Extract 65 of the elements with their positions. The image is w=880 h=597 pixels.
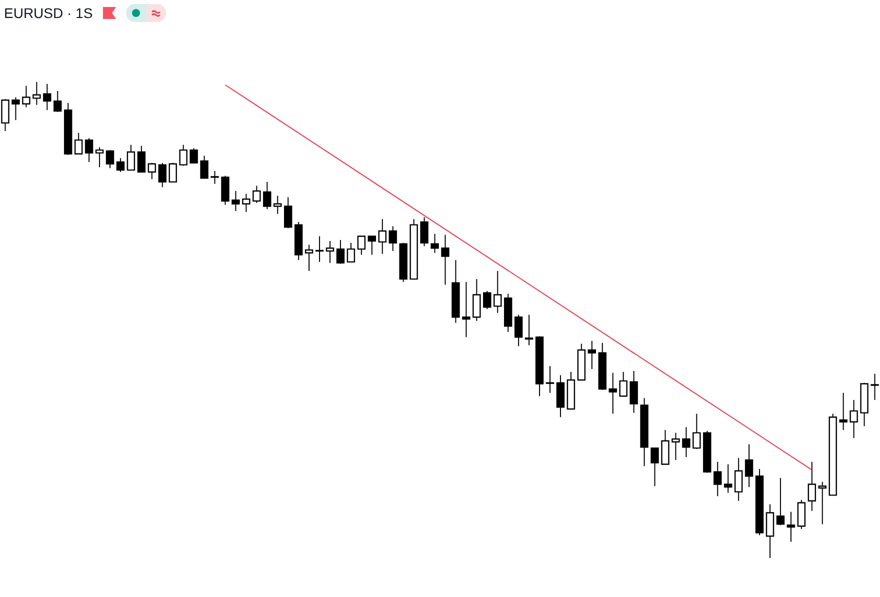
candlestick [263,181,272,210]
candlestick [661,429,670,465]
candlestick [797,499,806,530]
candlestick [850,399,858,439]
candlestick [336,240,345,264]
candlestick [744,444,754,488]
candlestick [494,270,502,314]
candlestick [420,216,428,247]
candlestick [472,278,481,322]
candlestick [304,244,314,272]
candlestick [441,234,450,286]
candlestick [74,132,83,154]
candlestick [483,290,492,310]
candlestick [200,155,208,179]
candlestick [54,90,62,112]
candlestick [546,366,554,394]
candlestick [346,242,356,263]
chart-title: EURUSD · 1S [4,5,93,21]
candlestick [274,195,282,214]
candlestick [252,185,261,204]
candlestick [242,193,250,212]
candlestick [84,138,94,162]
candlestick [12,96,20,121]
candlestick [514,314,523,347]
candlestick [43,83,52,111]
candlestick [776,478,785,526]
candlestick [524,314,534,346]
candlestick [388,226,397,252]
candlestick [734,458,743,502]
candlestick [378,218,386,254]
candlestick [284,196,292,229]
candlestick [315,236,324,262]
candlestick [608,372,617,414]
candlestick [808,461,816,512]
candlestick [839,392,848,430]
candlestick [326,240,334,264]
candlestick [692,413,701,450]
candlestick [630,370,638,414]
candlestick [430,233,439,254]
candlestick [818,481,826,525]
candlestick [462,281,470,338]
candlestick [190,148,198,164]
candlestick [650,447,659,487]
candlestick [168,162,177,183]
candlestick [221,175,230,206]
candlestick [210,170,219,184]
candlestick [619,371,628,397]
candlestick [179,144,188,166]
candlestick [106,150,114,169]
candlestick [137,145,146,173]
candlestick [724,464,732,494]
candlestick [126,144,136,171]
candlestick [786,511,796,542]
candlestick [116,158,125,172]
candlestick [232,190,240,212]
candlestick [95,146,104,168]
candlestick [22,85,30,108]
candlestick [357,236,366,256]
candlestick [368,236,376,256]
candlestick [148,162,156,180]
candlestick [672,432,680,460]
candlestick [588,340,596,370]
candlestick [682,426,690,458]
candlestick [158,162,166,188]
candlestick [714,461,722,497]
